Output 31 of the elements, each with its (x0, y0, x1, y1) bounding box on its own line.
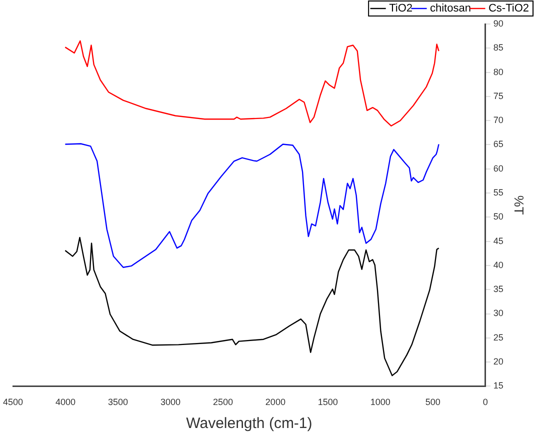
legend-label: Cs-TiO2 (488, 2, 530, 15)
x-tick-label: 4000 (55, 397, 76, 408)
x-tick-label: 0 (482, 397, 488, 408)
x-tick-label: 1000 (370, 397, 390, 408)
y-tick-label: 35 (493, 284, 504, 294)
y-tick-label: 75 (493, 90, 504, 101)
y-tick-label: 55 (493, 188, 504, 198)
y-tick-label: 25 (493, 332, 504, 342)
x-tick-label: 4500 (2, 397, 24, 408)
y-tick-label: 85 (493, 42, 504, 53)
y-tick-label: 30 (493, 308, 504, 318)
y-tick-label: 45 (493, 236, 504, 246)
y-tick-label: 20 (493, 356, 504, 367)
x-tick-label: 500 (425, 397, 440, 408)
y-tick-label: 60 (493, 163, 504, 174)
y-tick-label: 90 (493, 18, 504, 28)
x-tick-label: 3500 (108, 397, 128, 408)
x-tick-label: 2000 (265, 397, 286, 408)
x-tick-label: 3000 (160, 397, 180, 408)
legend-label: chitosan (430, 2, 471, 15)
y-tick-label: 40 (493, 260, 504, 270)
y-tick-label: 50 (493, 212, 504, 222)
y-tick-label: 15 (493, 380, 504, 391)
legend-label: TiO2 (389, 2, 412, 15)
y-tick-label: 65 (493, 139, 504, 150)
y-tick-label: 80 (493, 66, 504, 77)
x-axis-title: Wavelength (cm-1) (186, 415, 312, 432)
y-axis-title: %T (512, 195, 527, 215)
x-tick-label: 1500 (318, 397, 338, 408)
y-tick-label: 70 (493, 115, 504, 126)
x-tick-label: 2500 (212, 397, 233, 408)
